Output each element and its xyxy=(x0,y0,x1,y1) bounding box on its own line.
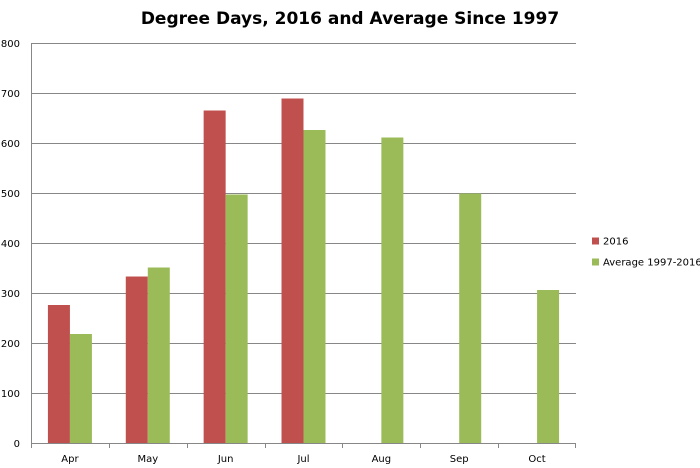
bar-series-average-jul xyxy=(303,130,326,443)
legend: 2016 Average 1997-2016 xyxy=(592,237,700,269)
x-tick-label: Oct xyxy=(528,454,545,465)
bar-series-average-may xyxy=(147,267,170,443)
y-tick-label: 500 xyxy=(1,189,20,200)
y-tick-label: 0 xyxy=(14,439,20,450)
bar-series-2016-apr xyxy=(47,305,70,443)
bars xyxy=(47,98,560,443)
y-tick-label: 400 xyxy=(1,239,20,250)
bar-series-average-sep xyxy=(459,193,482,443)
bar-series-average-jun xyxy=(225,194,248,443)
legend-swatch xyxy=(592,237,599,245)
bar-series-2016-jun xyxy=(203,110,226,443)
bar-series-average-apr xyxy=(69,334,92,443)
y-tick-label: 100 xyxy=(1,389,20,400)
bar-series-2016-jul xyxy=(281,98,304,443)
y-tick-label: 800 xyxy=(1,39,20,50)
axes xyxy=(31,43,576,448)
x-tick-label: Sep xyxy=(450,454,469,465)
x-tick-label: Jun xyxy=(217,454,234,465)
bar-series-average-aug xyxy=(381,137,404,443)
y-tick-label: 600 xyxy=(1,139,20,150)
legend-swatch xyxy=(592,258,599,266)
x-axis-tick-labels: Apr May Jun Jul Aug Sep Oct xyxy=(61,454,546,465)
y-axis-tick-labels: 0 100 200 300 400 500 600 700 800 xyxy=(1,39,20,450)
x-tick-label: Jul xyxy=(296,454,309,465)
chart-title: Degree Days, 2016 and Average Since 1997 xyxy=(141,9,559,29)
legend-label: 2016 xyxy=(603,237,628,248)
y-tick-label: 700 xyxy=(1,89,20,100)
x-tick-label: May xyxy=(137,454,158,465)
x-tick-label: Apr xyxy=(61,454,79,465)
legend-label: Average 1997-2016 xyxy=(603,258,700,269)
x-tick-label: Aug xyxy=(372,454,392,465)
y-tick-label: 300 xyxy=(1,289,20,300)
bar-series-2016-may xyxy=(125,276,148,443)
bar-series-average-oct xyxy=(537,290,560,443)
y-tick-label: 200 xyxy=(1,339,20,350)
